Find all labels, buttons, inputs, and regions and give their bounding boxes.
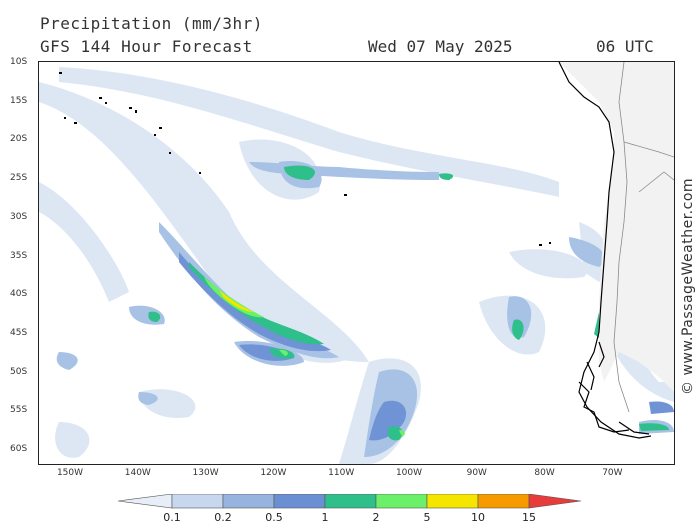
pacific-islands [59,72,551,246]
legend-label-3: 1 [321,511,329,524]
lon-label-120W: 120W [260,468,287,478]
precip-light-layer [39,67,674,464]
map-canvas [39,62,674,464]
legend-swatch-5 [375,494,428,509]
lat-label-25S: 25S [10,173,28,184]
lon-label-100W: 100W [395,468,423,478]
legend-swatch-6 [426,494,479,509]
precip-teal-layer [148,165,669,441]
legend-swatch-7 [477,494,530,509]
legend-swatch-2 [222,494,275,509]
precipitation-map [38,61,675,465]
lat-label-10S: 10S [10,57,28,67]
lat-label-30S: 30S [10,211,28,222]
legend-swatch-4 [324,494,377,509]
legend-label-5: 5 [423,511,431,524]
legend-swatch-below [118,494,173,509]
lat-label-50S: 50S [10,366,28,377]
legend-label-7: 15 [522,511,536,524]
lon-label-90W: 90W [466,468,487,478]
legend-swatch-above [528,494,582,509]
legend-label-6: 10 [471,511,485,524]
legend-swatch-3 [273,494,326,509]
legend-swatch-1 [171,494,224,509]
country-border-east [638,171,674,193]
legend-label-0: 0.1 [163,511,181,524]
country-border-chile-argentina [613,62,630,413]
forecast-time: 06 UTC [596,37,654,56]
south-america-landmass [559,62,674,392]
lon-label-70W: 70W [602,468,623,478]
lon-label-140W: 140W [124,468,151,478]
coastline [558,62,652,439]
legend-label-2: 0.5 [265,511,283,524]
lat-label-20S: 20S [10,134,28,145]
lat-label-60S: 60S [10,444,28,454]
lat-label-45S: 45S [10,327,28,338]
watermark: © www.PassageWeather.com [680,177,696,395]
forecast-date: Wed 07 May 2025 [368,37,513,56]
legend-label-4: 2 [372,511,380,524]
fjord-islands [578,341,650,435]
lon-label-110W: 110W [328,468,355,478]
forecast-subtitle: GFS 144 Hour Forecast [40,37,253,56]
precipitation-legend [118,494,582,509]
lat-label-15S: 15S [10,95,28,106]
lon-label-130W: 130W [192,468,219,478]
country-border-north [623,141,674,158]
lat-label-35S: 35S [10,250,28,261]
legend-label-1: 0.2 [214,511,232,524]
map-title: Precipitation (mm/3hr) [40,14,263,33]
lon-label-150W: 150W [56,468,84,478]
lat-label-40S: 40S [10,289,28,300]
lon-label-80W: 80W [534,468,555,478]
lat-label-55S: 55S [10,405,28,416]
